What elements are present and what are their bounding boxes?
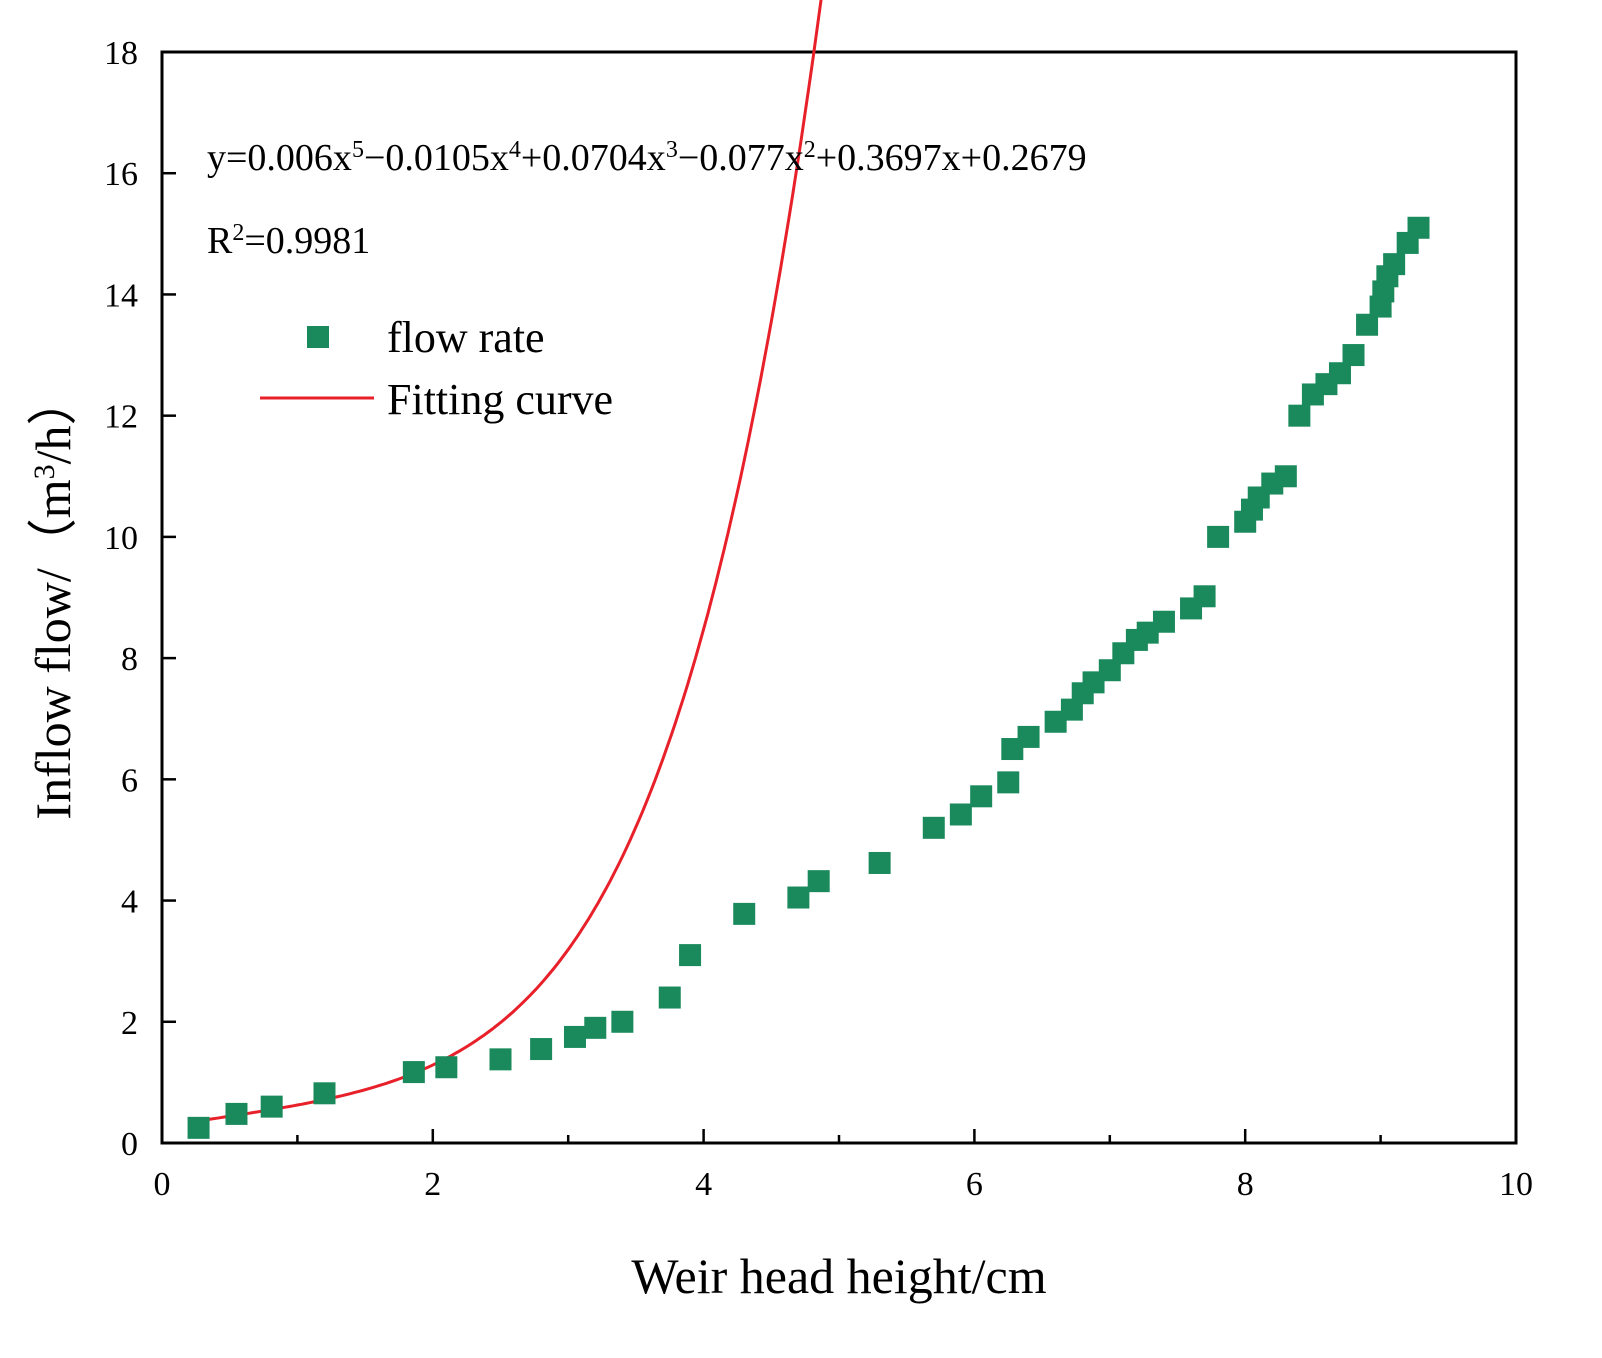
y-axis-title-superscript: 3: [28, 464, 61, 479]
annotation-text: R: [207, 220, 233, 262]
y-tick-label: 4: [121, 884, 138, 921]
fitting-curve-layer: [195, 0, 823, 1123]
plot-area: [160, 50, 1518, 1145]
flow-rate-point: [402, 1061, 425, 1084]
superscript: 2: [804, 137, 816, 163]
annotation-text: −0.0105x: [364, 137, 509, 179]
superscript: 4: [509, 137, 521, 163]
x-tick-label: 2: [424, 1166, 441, 1203]
x-tick-label: 4: [695, 1166, 712, 1203]
flow-rate-point: [435, 1056, 458, 1079]
flow-rate-point: [1383, 253, 1406, 276]
flow-rate-point: [679, 944, 702, 967]
y-tick-label: 18: [104, 35, 138, 72]
flow-rate-point: [1152, 610, 1175, 633]
flow-rate-point: [970, 785, 993, 808]
y-axis-title: Inflow flow/（m3/h）: [25, 375, 81, 819]
flow-rate-point: [658, 986, 681, 1009]
x-tick-label: 10: [1499, 1166, 1533, 1203]
x-tick-label: 8: [1237, 1166, 1254, 1203]
flow-rate-point: [1407, 216, 1430, 239]
flow-rate-point: [949, 803, 972, 826]
flow-rate-point: [1342, 344, 1365, 367]
annotation-text: +0.3697x+0.2679: [816, 137, 1087, 179]
x-axis-ticks: 0 2 4 6 8 10: [154, 1129, 1533, 1203]
x-tick-label: 6: [966, 1166, 983, 1203]
flow-rate-point: [1274, 465, 1297, 488]
flow-rate-point: [1288, 404, 1311, 427]
y-tick-label: 10: [104, 520, 138, 557]
flow-rate-point: [733, 902, 756, 925]
y-tick-label: 6: [121, 762, 138, 799]
fitting-curve-line: [195, 0, 823, 1123]
y-tick-label: 2: [121, 1005, 138, 1042]
y-tick-label: 0: [121, 1126, 138, 1163]
flow-rate-point: [1328, 362, 1351, 385]
legend-marker-flow-rate: [307, 326, 329, 348]
y-axis-title-main: Inflow flow/（m: [25, 479, 81, 819]
x-tick-label: 0: [154, 1166, 171, 1203]
flow-rate-point: [260, 1095, 283, 1118]
superscript: 5: [352, 137, 364, 163]
flow-rate-point: [1356, 313, 1379, 336]
x-axis-title: Weir head height/cm: [631, 1248, 1046, 1304]
flow-rate-point: [489, 1048, 512, 1071]
flow-rate-point: [1193, 585, 1216, 608]
flow-rate-point: [313, 1082, 336, 1105]
flow-rate-point: [584, 1016, 607, 1039]
superscript: 2: [232, 220, 244, 246]
legend-label-flow-rate: flow rate: [387, 313, 545, 362]
r-squared-annotation: R2=0.9981: [207, 220, 370, 262]
flow-rate-point: [225, 1102, 248, 1125]
y-axis-ticks: 0 2 4 6 8 10 12 14 16 18: [104, 35, 176, 1163]
flow-rate-point: [530, 1038, 553, 1061]
flow-rate-point: [1017, 725, 1040, 748]
flow-rate-point: [563, 1025, 586, 1048]
y-tick-label: 8: [121, 641, 138, 678]
legend-label-fitting-curve: Fitting curve: [387, 375, 613, 424]
y-tick-label: 12: [104, 399, 138, 436]
legend: flow rate Fitting curve: [260, 313, 613, 424]
flow-rate-point: [787, 886, 810, 909]
annotation-text: =0.9981: [244, 220, 370, 262]
plot-frame: [160, 50, 1518, 1145]
annotation-text: +0.0704x: [521, 137, 666, 179]
y-tick-label: 16: [104, 156, 138, 193]
annotation-text: y=0.006x: [207, 137, 352, 179]
scatter-points-layer: [187, 216, 1430, 1139]
flow-rate-point: [611, 1010, 634, 1033]
flow-rate-point: [187, 1116, 210, 1139]
flow-rate-point: [1098, 659, 1121, 682]
equation-annotation: y=0.006x5−0.0105x4+0.0704x3−0.077x2+0.36…: [207, 137, 1087, 179]
y-axis-title-end: /h）: [25, 375, 81, 464]
y-tick-label: 14: [104, 277, 138, 314]
flow-rate-point: [1207, 525, 1230, 548]
flow-rate-point: [868, 851, 891, 874]
flow-rate-point: [922, 816, 945, 839]
superscript: 3: [666, 137, 678, 163]
flow-rate-point: [807, 870, 830, 893]
annotation-text: −0.077x: [678, 137, 804, 179]
flow-rate-point: [997, 771, 1020, 794]
